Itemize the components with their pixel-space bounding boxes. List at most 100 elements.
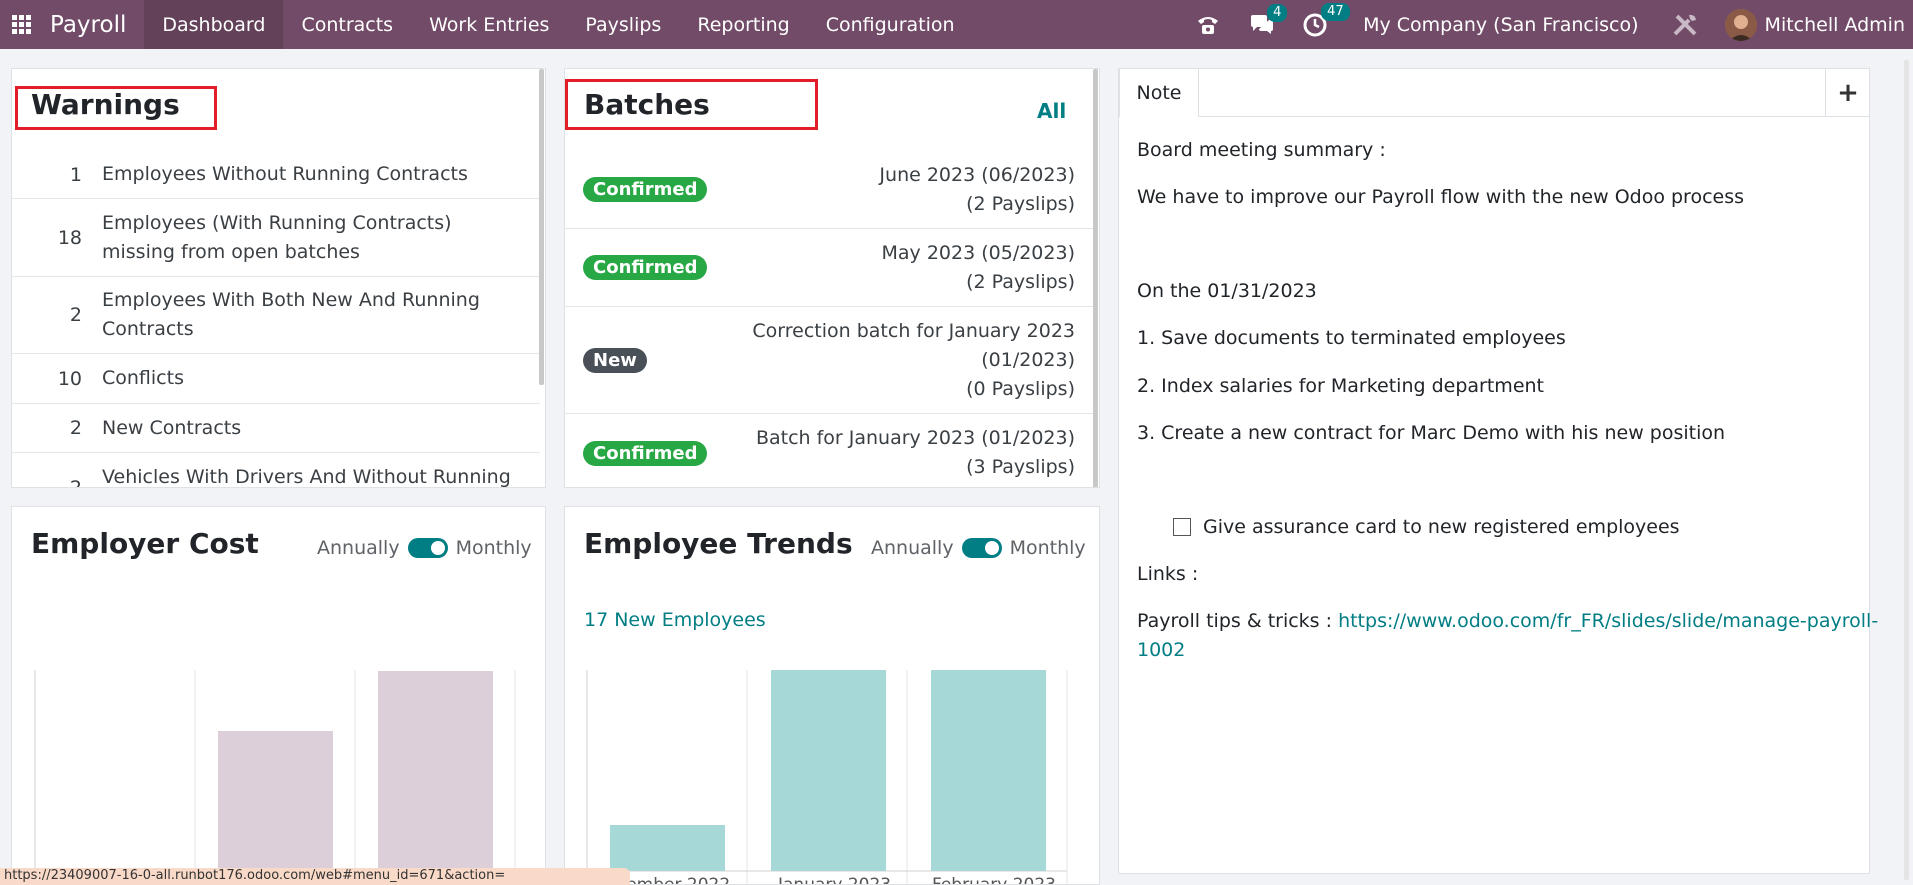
toggle-switch[interactable] (407, 538, 448, 558)
status-badge: Confirmed (583, 255, 708, 280)
batch-payslips: (3 Payslips) (966, 456, 1075, 478)
employee-trends-title: Employee Trends (584, 527, 853, 560)
tips-label: Payroll tips & tricks : (1137, 610, 1339, 632)
cost-bar[interactable] (218, 731, 333, 885)
checkbox[interactable] (1173, 518, 1191, 536)
employer-cost-chart (34, 670, 516, 885)
warning-row[interactable]: 2 Employees With Both New And Running Co… (12, 277, 540, 354)
status-badge: New (583, 347, 647, 373)
messages-count-badge: 4 (1267, 3, 1288, 22)
warning-label: Conflicts (102, 367, 184, 389)
note-line: 1. Save documents to terminated employee… (1137, 327, 1566, 349)
batches-title-highlight (565, 79, 818, 130)
batch-name: Correction batch for January 2023 (752, 319, 1075, 342)
toggle-monthly-label: Monthly (455, 537, 532, 559)
note-line: On the 01/31/2023 (1137, 280, 1317, 302)
new-employees-link[interactable]: 17 New Employees (584, 609, 766, 631)
url-status-bar: https://23409007-16-0-all.runbot176.odoo… (0, 868, 630, 885)
batch-row[interactable]: New Correction batch for January 2023 (0… (565, 307, 1093, 414)
warning-row[interactable]: 18 Employees (With Running Contracts) mi… (12, 199, 540, 277)
warning-count: 1 (69, 163, 82, 186)
warning-row[interactable]: 2 New Contracts (12, 404, 540, 453)
checklist-item[interactable]: Give assurance card to new registered em… (1173, 516, 1680, 538)
note-line: We have to improve our Payroll flow with… (1137, 186, 1745, 208)
batch-details: June 2023 (06/2023) (2 Payslips) (879, 161, 1093, 219)
batch-row[interactable]: Confirmed May 2023 (05/2023) (2 Payslips… (565, 229, 1093, 307)
avatar (1724, 8, 1757, 41)
checklist-label: Give assurance card to new registered em… (1203, 516, 1680, 538)
note-line: Payroll tips & tricks : https://www.odoo… (1137, 610, 1878, 632)
add-note-button[interactable]: + (1825, 68, 1870, 117)
note-tab-divider (1118, 116, 1870, 117)
warnings-scrollbar[interactable] (539, 69, 544, 385)
menu-dashboard[interactable]: Dashboard (144, 0, 284, 49)
warning-count: 10 (57, 367, 82, 390)
phone-icon[interactable] (1195, 13, 1221, 37)
employee-trends-period-toggle[interactable]: Annually Monthly (871, 537, 1086, 559)
note-panel (1118, 68, 1870, 874)
warning-label: Employees Without Running Contracts (102, 163, 468, 185)
warning-label: New Contracts (102, 416, 242, 439)
note-line: Board meeting summary : (1137, 139, 1386, 161)
warning-row[interactable]: 10 Conflicts (12, 354, 540, 404)
tools-icon[interactable] (1671, 12, 1699, 38)
menu-reporting[interactable]: Reporting (697, 13, 790, 36)
batch-details: May 2023 (05/2023) (2 Payslips) (882, 239, 1093, 297)
company-switcher[interactable]: My Company (San Francisco) (1363, 13, 1639, 36)
trend-tick-label: February 2023 (932, 875, 1056, 885)
warnings-list: 1 Employees Without Running Contracts 18… (12, 151, 540, 488)
batch-details: Correction batch for January 2023 (01/20… (752, 317, 1093, 404)
batch-row[interactable]: Confirmed June 2023 (06/2023) (2 Payslip… (565, 151, 1093, 229)
batch-period: (01/2023) (981, 348, 1075, 371)
note-line: Links : (1137, 563, 1199, 585)
main-menu: Dashboard Contracts Work Entries Payslip… (144, 0, 972, 49)
toggle-monthly-label: Monthly (1009, 537, 1086, 559)
batches-list: Confirmed June 2023 (06/2023) (2 Payslip… (565, 151, 1093, 487)
warnings-title-highlight (15, 86, 217, 130)
cost-bar[interactable] (378, 671, 493, 885)
status-badge: Confirmed (583, 440, 708, 466)
trend-bar[interactable] (771, 670, 886, 871)
batch-name: Batch for January 2023 (01/2023) (755, 427, 1075, 449)
trend-tick-label: ...ember 2022 (610, 875, 731, 885)
activities-count-badge: 47 (1321, 2, 1350, 21)
status-badge: Confirmed (583, 177, 708, 202)
trend-tick-label: January 2023 (778, 875, 892, 885)
menu-work-entries[interactable]: Work Entries (429, 13, 550, 36)
batches-title: Batches (584, 88, 710, 121)
page-scrollbar[interactable] (1904, 60, 1909, 880)
trend-bar[interactable] (931, 670, 1046, 871)
messages-icon[interactable]: 4 (1249, 3, 1288, 36)
tab-note[interactable]: Note (1119, 68, 1199, 117)
employer-cost-panel: Employer Cost Annually Monthly (11, 506, 546, 885)
warning-count: 2 (69, 417, 82, 439)
apps-grid-icon[interactable] (12, 14, 32, 35)
payroll-tips-link[interactable]: https://www.odoo.com/fr_FR/slides/slide/… (1338, 610, 1879, 632)
menu-contracts[interactable]: Contracts (301, 13, 394, 36)
menu-configuration[interactable]: Configuration (825, 13, 955, 36)
payroll-tips-link-continued[interactable]: 1002 (1137, 639, 1186, 661)
toggle-switch[interactable] (961, 538, 1002, 558)
note-line: 3. Create a new contract for Marc Demo w… (1137, 422, 1726, 444)
user-menu[interactable]: Mitchell Admin (1724, 8, 1905, 41)
trend-bar[interactable] (610, 825, 725, 871)
batch-payslips: (0 Payslips) (966, 377, 1075, 400)
warning-count: 2 (69, 477, 82, 488)
menu-payslips[interactable]: Payslips (585, 13, 662, 36)
batch-row[interactable]: Confirmed Batch for January 2023 (01/202… (565, 414, 1093, 487)
batch-payslips: (2 Payslips) (966, 270, 1075, 293)
batch-name: June 2023 (06/2023) (879, 163, 1075, 186)
app-brand[interactable]: Payroll (50, 11, 127, 38)
employer-cost-period-toggle[interactable]: Annually Monthly (317, 537, 532, 559)
batches-panel: Batches All Confirmed June 2023 (06/2023… (564, 68, 1100, 488)
batches-scrollbar[interactable] (1093, 69, 1098, 487)
warnings-title: Warnings (31, 88, 180, 121)
activities-clock-icon[interactable]: 47 (1303, 2, 1350, 37)
warning-row[interactable]: 2 Vehicles With Drivers And Without Runn… (12, 453, 540, 488)
warning-count: 18 (57, 226, 82, 249)
batch-details: Batch for January 2023 (01/2023) (3 Pays… (756, 424, 1093, 482)
batch-payslips: (2 Payslips) (966, 192, 1075, 215)
warning-row[interactable]: 1 Employees Without Running Contracts (12, 151, 540, 199)
batch-name: May 2023 (05/2023) (881, 241, 1075, 264)
batches-all-link[interactable]: All (1037, 99, 1067, 123)
